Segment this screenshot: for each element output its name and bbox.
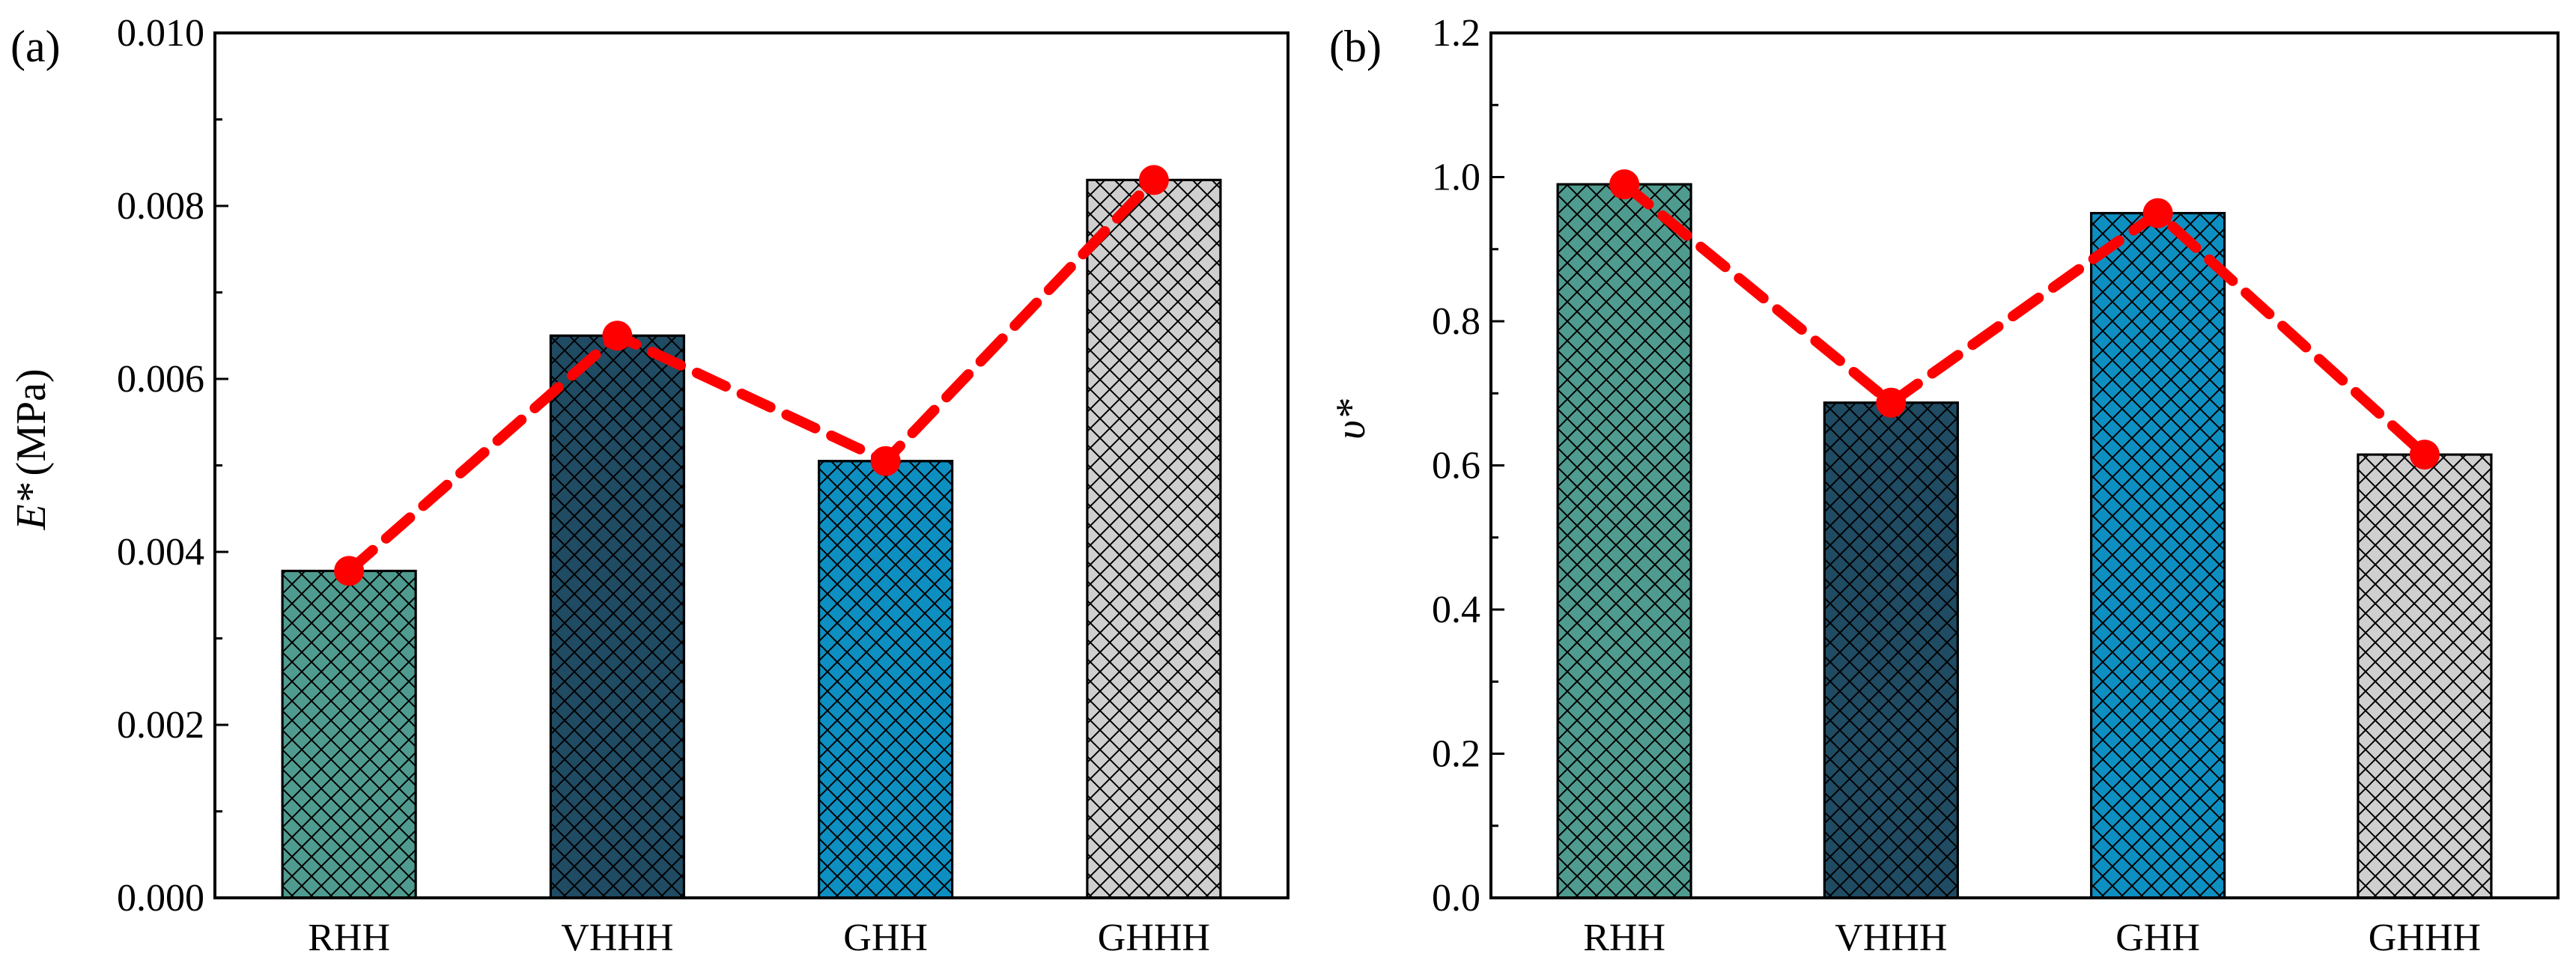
bar-hatch-vhhh-a [549,334,685,899]
panel-label-b: (b) [1329,22,1382,71]
y-tick-label-b: 1.0 [1432,157,1480,199]
bar-hatch-ghhh-a [1086,178,1222,899]
y-tick-label-b: 0.8 [1432,300,1480,343]
marker-vhhh-a [602,321,633,351]
x-tick-label-b: RHH [1583,917,1665,959]
x-tick-label-b: GHHH [2369,917,2481,959]
trend-a [334,165,1169,586]
plot-frame-b [1489,31,2560,899]
trend-line-a [344,174,1159,577]
bar-hatch-ghh-b [2090,212,2226,899]
x-tick-label-a: VHHH [561,917,673,959]
x-labels-a: RHH VHHH GHH GHHH [308,886,1210,959]
x-labels-b: RHH VHHH GHH GHHH [1583,886,2481,959]
trend-b [1609,169,2440,470]
y-tick-label-a: 0.010 [117,12,204,55]
bar-hatch-rhh-b [1556,183,1692,899]
chart-panel-a: (a) E*(MPa) 0.0000.0020.0040.0060.0080.0… [8,12,1289,959]
y-axis-unit-a: (MPa) [8,368,55,476]
y-tick-label-b: 0.0 [1432,877,1480,920]
bars-b [1556,183,2493,899]
y-tick-label-b: 0.6 [1432,445,1480,487]
y-tick-label-b: 1.2 [1432,12,1480,55]
plot-frame-a [213,31,1289,899]
y-tick-label-a: 0.000 [117,877,204,920]
trend-line-b [1619,179,2430,461]
y-axis-symbol-b: υ* [1328,399,1374,440]
marker-ghhh-b [2409,440,2440,470]
x-tick-label-a: GHH [843,917,928,959]
chart-panel-b: (b) υ* 0.0 0.2 0.4 0.6 0.8 1.0 1.2 RHH VHHH GHH G… [1328,12,2560,959]
x-tick-label-b: GHH [2115,917,2200,959]
marker-vhhh-b [1876,387,1907,418]
bar-hatch-ghhh-b [2357,453,2493,899]
bar-hatch-ghh-a [818,460,954,899]
marker-rhh-b [1609,169,1640,200]
marker-ghh-a [870,446,901,476]
y-tick-label-a: 0.002 [117,704,204,747]
bar-hatch-rhh-a [281,569,417,899]
x-tick-label-a: RHH [308,917,390,959]
bars-a [281,178,1222,899]
panel-label-a: (a) [10,22,61,71]
y-tick-label-b: 0.4 [1432,589,1480,631]
y-ticks-b: 0.0 0.2 0.4 0.6 0.8 1.0 1.2 [1432,12,1504,920]
y-tick-label-a: 0.006 [117,358,204,401]
x-tick-label-b: VHHH [1835,917,1947,959]
y-tick-label-a: 0.004 [117,531,204,574]
marker-ghh-b [2142,198,2173,228]
y-axis-label-b: υ* [1328,399,1374,440]
bar-hatch-vhhh-b [1823,401,1959,899]
y-tick-label-a: 0.008 [117,185,204,228]
x-tick-label-a: GHHH [1098,917,1210,959]
y-axis-symbol-a: E* [8,483,55,530]
marker-ghhh-a [1138,165,1169,195]
y-tick-label-b: 0.2 [1432,733,1480,776]
y-ticks-a: 0.000 0.002 0.004 0.006 0.008 0.010 [117,12,228,920]
y-axis-label-a: E* (MPa) [8,368,55,530]
marker-rhh-a [334,556,365,586]
